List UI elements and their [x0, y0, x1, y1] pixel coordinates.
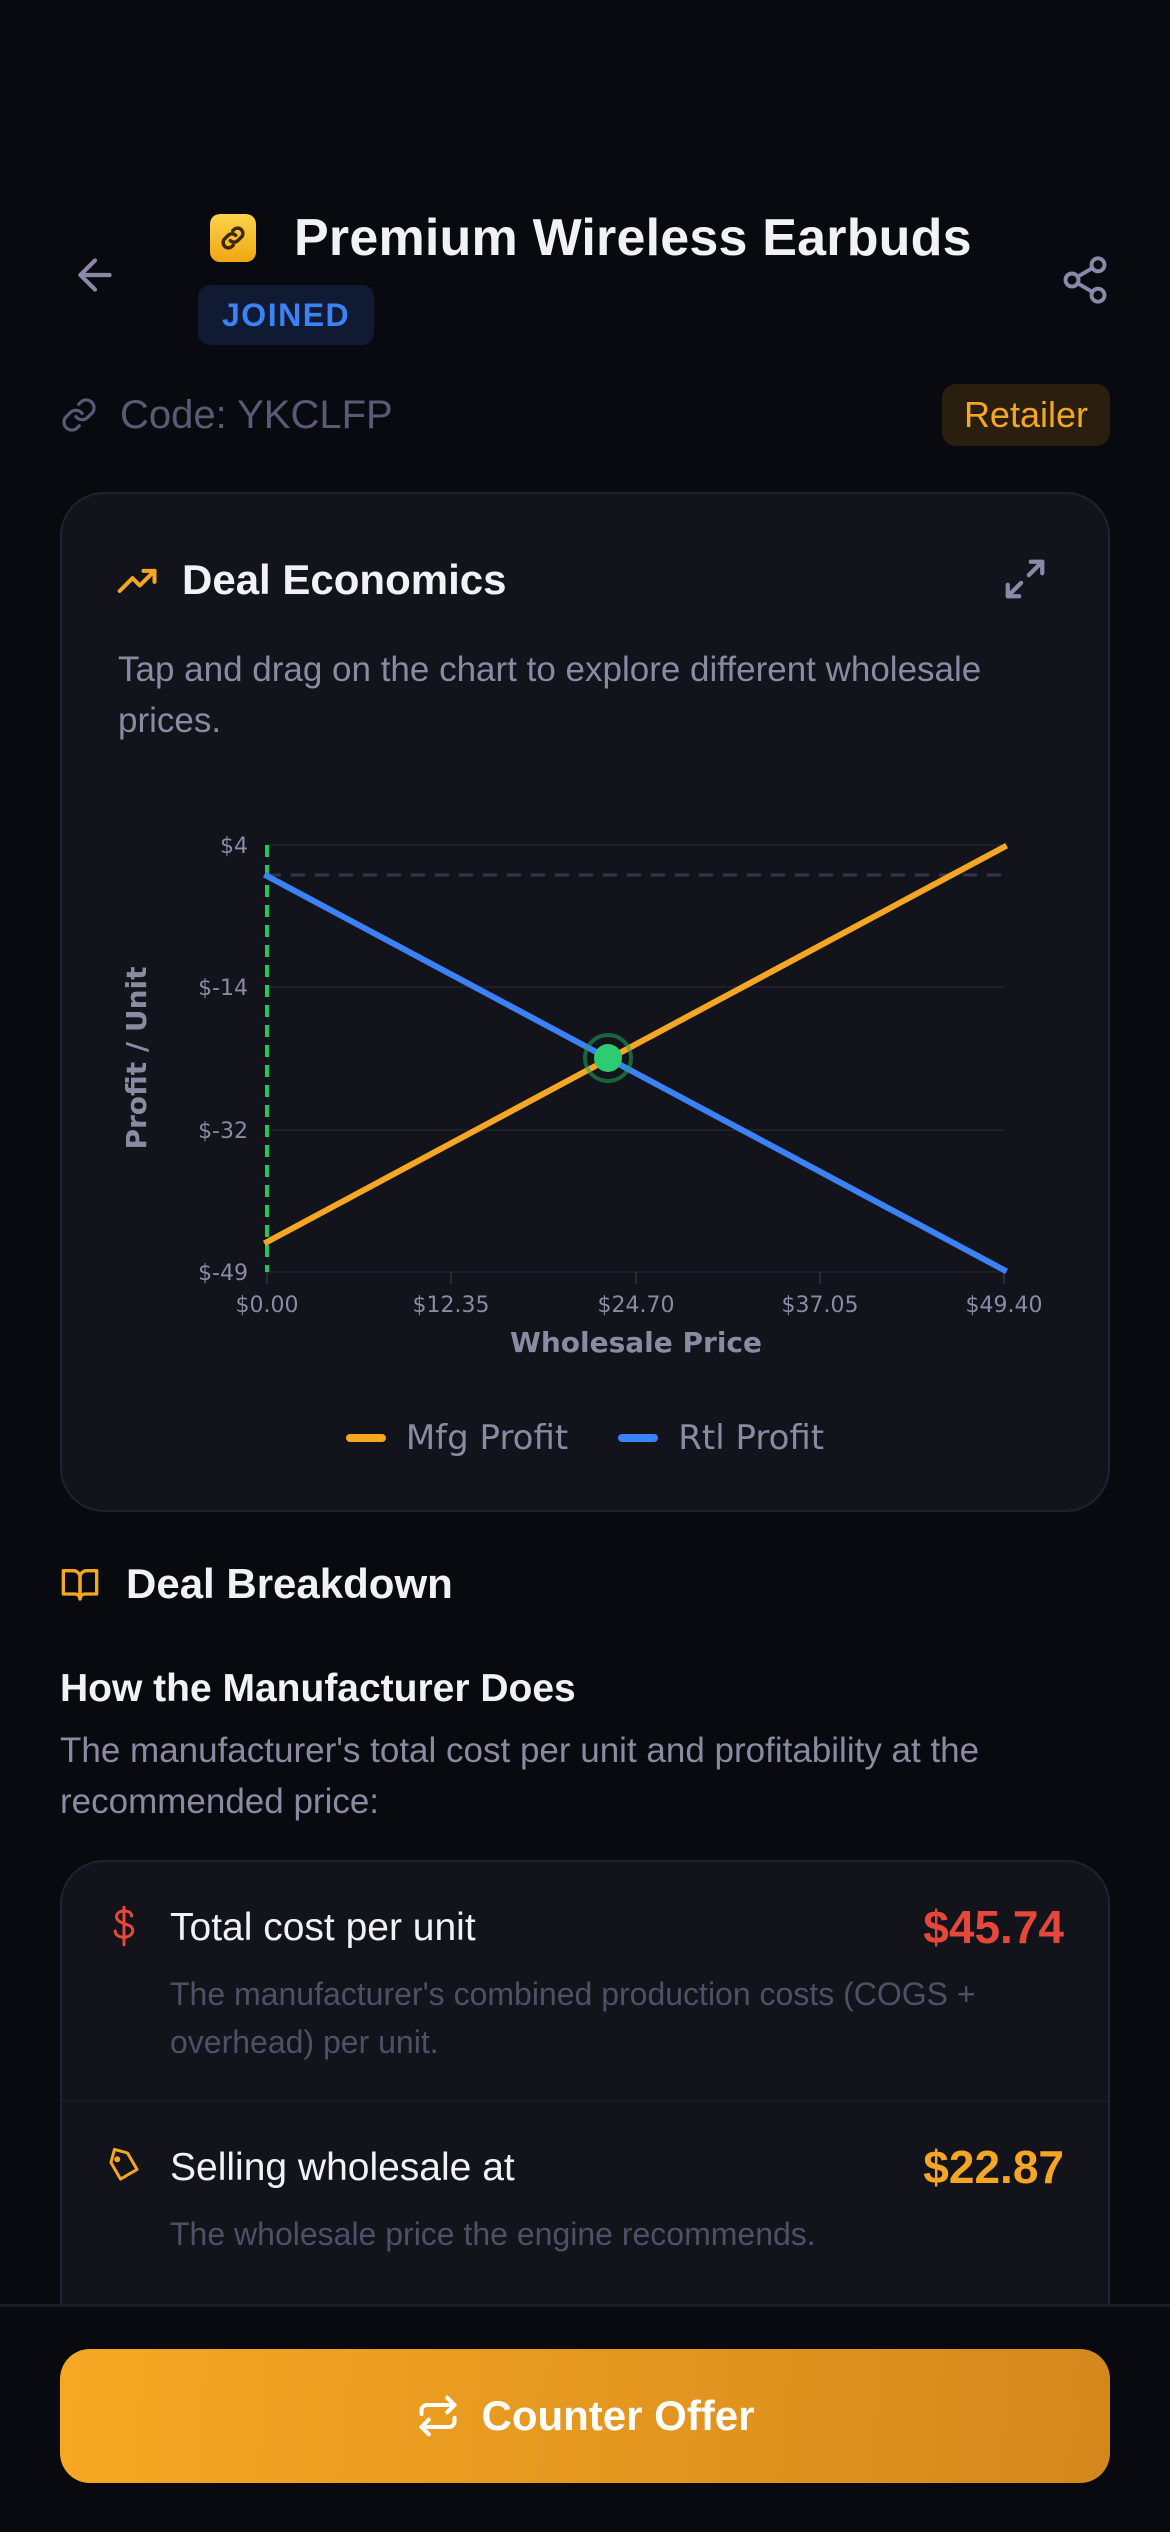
book-open-icon — [61, 1569, 99, 1601]
svg-text:$-14: $-14 — [198, 976, 248, 1001]
legend-item-mfg-profit[interactable]: Mfg Profit — [345, 1418, 568, 1458]
card-title: Deal Economics — [182, 556, 507, 603]
legend-item-rtl-profit[interactable]: Rtl Profit — [618, 1418, 824, 1458]
tag-icon — [109, 2147, 139, 2181]
role-badge: Retailer — [941, 384, 1110, 446]
deal-economics-card: Deal Economics Tap and drag on the chart… — [60, 492, 1110, 1512]
svg-text:$37.05: $37.05 — [782, 1293, 859, 1318]
selected-price-marker[interactable] — [583, 1033, 633, 1083]
svg-text:$24.70: $24.70 — [598, 1293, 675, 1318]
back-button[interactable] — [60, 240, 130, 310]
repeat-icon — [418, 2395, 457, 2437]
arrow-left-icon — [78, 258, 112, 292]
x-tick-marks — [266, 1272, 1005, 1284]
expand-button[interactable] — [1000, 554, 1050, 604]
rtl-profit-line — [262, 871, 1009, 1275]
svg-text:$-49: $-49 — [198, 1261, 248, 1286]
detail-row-total-cost: Total cost per unit $45.74 The manufactu… — [62, 1862, 1108, 2102]
share-icon — [1063, 256, 1107, 304]
svg-text:$4: $4 — [220, 834, 248, 859]
manufacturer-details-card: Total cost per unit $45.74 The manufactu… — [60, 1860, 1110, 2380]
deal-code[interactable]: Code: YKCLFP — [120, 392, 393, 437]
svg-text:$12.35: $12.35 — [413, 1293, 490, 1318]
link-icon — [62, 398, 96, 432]
mfg-profit-line — [262, 842, 1009, 1247]
wholesale-price-value: $22.87 — [923, 2141, 1064, 2193]
title-row: Premium Wireless Earbuds — [210, 208, 972, 268]
share-button[interactable] — [1050, 245, 1120, 315]
section-description: The manufacturer's total cost per unit a… — [60, 1731, 980, 1821]
gridlines — [267, 844, 1004, 1273]
detail-row-wholesale-price: Selling wholesale at $22.87 The wholesal… — [62, 2102, 1108, 2342]
section-title: How the Manufacturer Does — [60, 1667, 576, 1710]
link-emoji-icon — [210, 214, 256, 262]
legend-swatch — [618, 1434, 659, 1442]
svg-text:$49.40: $49.40 — [966, 1293, 1043, 1318]
expand-icon — [1005, 559, 1045, 599]
trending-up-icon — [117, 568, 157, 594]
bottom-action-bar: Counter Offer — [0, 2304, 1170, 2532]
page-title: Premium Wireless Earbuds — [294, 209, 972, 267]
svg-text:$0.00: $0.00 — [236, 1293, 299, 1318]
breakdown-title: Deal Breakdown — [126, 1560, 453, 1607]
counter-offer-button[interactable]: Counter Offer — [60, 2349, 1110, 2483]
svg-text:$-32: $-32 — [198, 1119, 248, 1144]
status-badge: JOINED — [198, 285, 375, 345]
header: Premium Wireless Earbuds JOINED — [0, 200, 1170, 350]
card-description: Tap and drag on the chart to explore dif… — [118, 650, 982, 740]
y-axis-labels: $4 $-14 $-32 $-49 — [198, 834, 248, 1286]
profit-chart[interactable]: $4 $-14 $-32 $-49 $0.00 $12.35 $24.70 $3… — [0, 0, 1170, 1420]
total-cost-value: $45.74 — [923, 1901, 1064, 1953]
chart-legend: Mfg Profit Rtl Profit — [0, 1418, 1170, 1458]
legend-swatch — [345, 1434, 386, 1442]
y-axis-title: Profit / Unit — [120, 966, 153, 1149]
deal-code-row: Code: YKCLFP Retailer — [60, 380, 1110, 450]
breakdown-header: Deal Breakdown — [60, 1560, 453, 1608]
dollar-icon — [113, 1905, 135, 1947]
x-axis-labels: $0.00 $12.35 $24.70 $37.05 $49.40 — [236, 1293, 1043, 1318]
x-axis-title: Wholesale Price — [510, 1326, 762, 1359]
